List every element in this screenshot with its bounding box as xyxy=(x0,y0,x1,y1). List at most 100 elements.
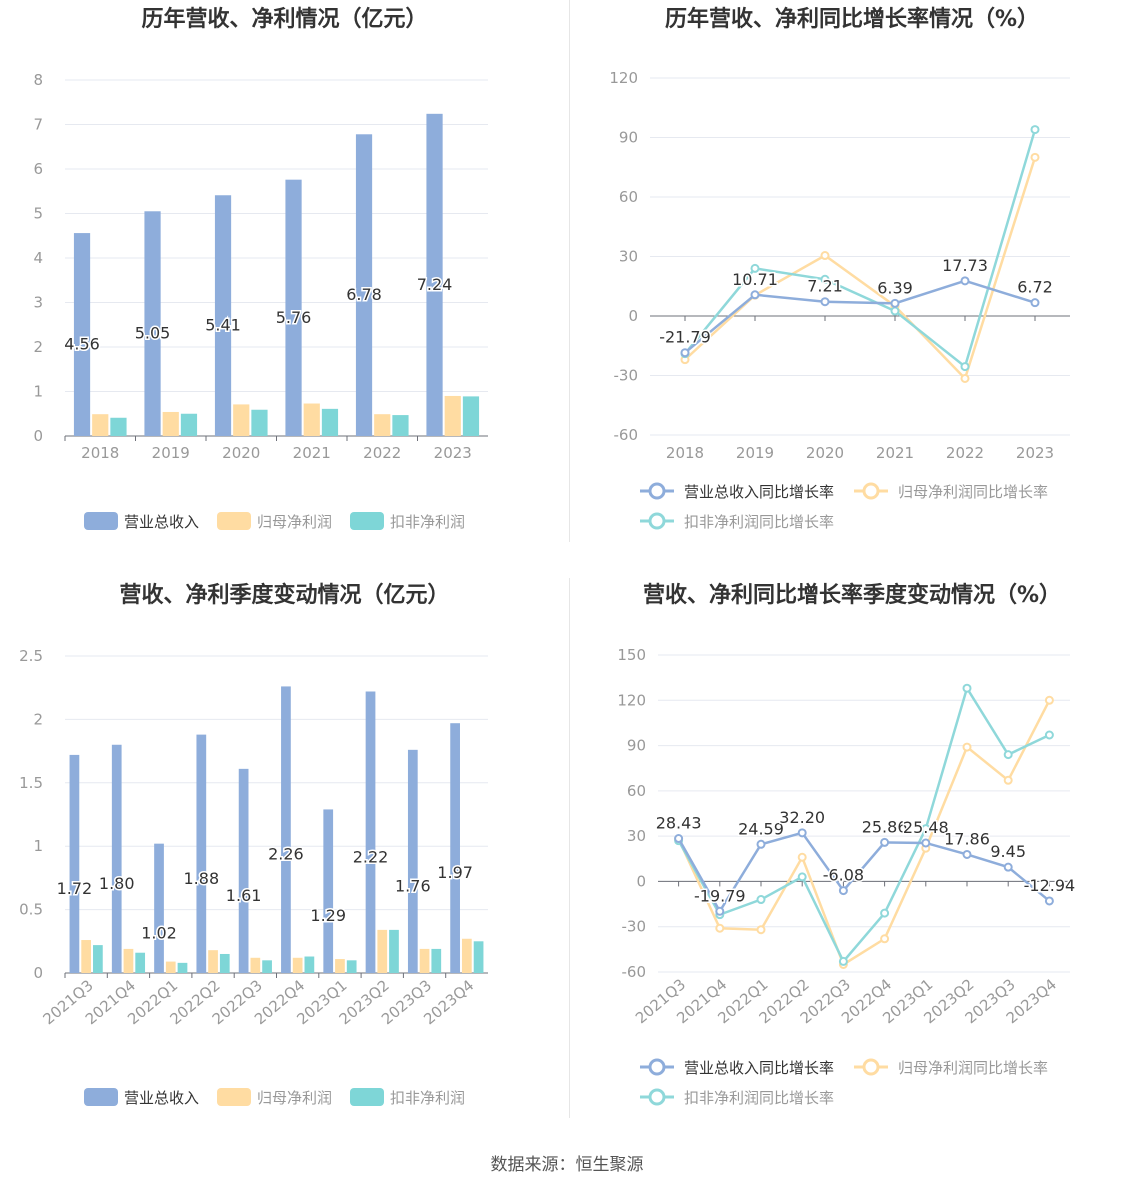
legend-item: 营业总收入同比增长率 xyxy=(640,482,834,501)
data-point xyxy=(838,886,848,896)
legend-item: 归母净利润 xyxy=(217,512,332,531)
bar-deducted-net-profit xyxy=(110,417,127,436)
data-point xyxy=(680,348,690,358)
x-tick-label: 2021 xyxy=(293,444,331,462)
data-point xyxy=(890,298,900,308)
legend-label: 营业总收入同比增长率 xyxy=(684,483,834,501)
bar-net-profit xyxy=(250,957,261,973)
data-label: 25.48 xyxy=(903,818,949,837)
bar-deducted-net-profit xyxy=(304,956,315,973)
data-label: -12.94 xyxy=(1024,876,1076,895)
data-point xyxy=(674,834,684,844)
legend-label: 归母净利润 xyxy=(257,1089,332,1107)
y-tick-label: 30 xyxy=(627,827,646,845)
data-point xyxy=(1003,775,1013,785)
data-label: 7.24 xyxy=(417,275,453,294)
data-label: 25.86 xyxy=(862,817,908,836)
bar-net-profit xyxy=(374,414,391,436)
legend-item: 扣非净利润 xyxy=(350,1088,465,1107)
data-point xyxy=(1030,125,1040,135)
y-tick-label: 7 xyxy=(33,116,43,134)
data-point xyxy=(756,925,766,935)
legend-item: 归母净利润同比增长率 xyxy=(854,482,1048,501)
data-label: 1.76 xyxy=(395,876,431,895)
data-point xyxy=(750,263,760,273)
bar-deducted-net-profit xyxy=(251,409,268,436)
data-label: 2.22 xyxy=(353,847,389,866)
data-point xyxy=(921,838,931,848)
y-tick-label: 0 xyxy=(628,307,638,325)
legend-item: 营业总收入 xyxy=(84,512,199,531)
data-point xyxy=(820,274,830,284)
chart-title: 历年营收、净利情况（亿元） xyxy=(141,6,427,32)
y-tick-label: 3 xyxy=(33,294,43,312)
data-label: 4.56 xyxy=(64,335,100,354)
bar-deducted-net-profit xyxy=(177,962,188,973)
legend-marker xyxy=(862,1058,880,1076)
legend-label: 营业总收入同比增长率 xyxy=(684,1059,834,1077)
legend-swatch xyxy=(217,512,251,530)
legend-swatch xyxy=(350,512,384,530)
legend-marker xyxy=(648,1088,666,1106)
data-point xyxy=(880,837,890,847)
bar-net-profit xyxy=(123,948,134,973)
data-label: 24.59 xyxy=(738,819,784,838)
data-label: 1.72 xyxy=(57,879,93,898)
data-label: 1.97 xyxy=(437,863,473,882)
bar-net-profit xyxy=(233,404,250,436)
x-tick-label: 2021 xyxy=(876,444,914,462)
series-line-net-profit-growth xyxy=(677,699,1051,967)
data-label: 10.71 xyxy=(732,270,778,289)
bar-deducted-net-profit xyxy=(262,960,272,973)
x-tick-label: 2022 xyxy=(363,444,401,462)
data-point xyxy=(1030,298,1040,308)
data-point xyxy=(820,297,830,307)
data-label: 7.21 xyxy=(807,277,843,296)
bar-deducted-net-profit xyxy=(180,413,198,436)
legend-marker xyxy=(648,482,666,500)
bar-deducted-net-profit xyxy=(93,945,103,973)
legend-label: 归母净利润同比增长率 xyxy=(898,483,1048,501)
legend-label: 扣非净利润同比增长率 xyxy=(684,1089,834,1107)
bar-net-profit xyxy=(92,414,109,436)
chart-title: 历年营收、净利同比增长率情况（%） xyxy=(665,6,1039,32)
x-tick-label: 2022 xyxy=(946,444,984,462)
data-label: 1.88 xyxy=(184,869,220,888)
legend-item: 扣非净利润 xyxy=(350,512,465,531)
panel-divider-top xyxy=(569,0,570,542)
data-point xyxy=(756,895,766,905)
y-tick-label: 0 xyxy=(33,964,43,982)
y-tick-label: 5 xyxy=(33,205,43,223)
data-point xyxy=(1030,152,1040,162)
y-tick-label: -30 xyxy=(622,918,647,936)
data-label: 5.76 xyxy=(276,308,312,327)
data-label: -21.79 xyxy=(659,328,711,347)
legend-label: 归母净利润同比增长率 xyxy=(898,1059,1048,1077)
legend-label: 营业总收入 xyxy=(124,513,199,531)
data-label: 1.29 xyxy=(310,906,346,925)
bar-revenue xyxy=(355,134,373,437)
x-tick-label: 2023 xyxy=(1016,444,1054,462)
legend-label: 营业总收入 xyxy=(124,1089,199,1107)
bar-revenue xyxy=(281,686,291,973)
chart-title: 营收、净利季度变动情况（亿元） xyxy=(119,582,449,608)
legend-swatch xyxy=(217,1088,251,1106)
bar-revenue xyxy=(111,744,122,973)
data-point xyxy=(960,373,970,383)
chart-annual-bar: 历年营收、净利情况（亿元） 0 1 2 3 4 5 6 7 8 2018 4.56 2019 5.05 20… xyxy=(33,6,488,531)
x-tick-label: 2023 xyxy=(434,444,472,462)
bar-revenue xyxy=(323,809,334,973)
bar-deducted-net-profit xyxy=(219,953,230,973)
y-tick-label: 120 xyxy=(617,691,646,709)
bar-deducted-net-profit xyxy=(135,952,146,973)
data-point xyxy=(1003,862,1013,872)
bar-revenue xyxy=(285,179,302,436)
data-label: -6.08 xyxy=(823,866,864,885)
bar-deducted-net-profit xyxy=(389,929,399,973)
data-label: 6.78 xyxy=(346,285,382,304)
data-point xyxy=(921,824,931,834)
bar-net-profit xyxy=(292,957,303,973)
legend-label: 扣非净利润 xyxy=(390,513,465,531)
bar-revenue xyxy=(196,734,207,973)
bar-deducted-net-profit xyxy=(346,960,357,973)
